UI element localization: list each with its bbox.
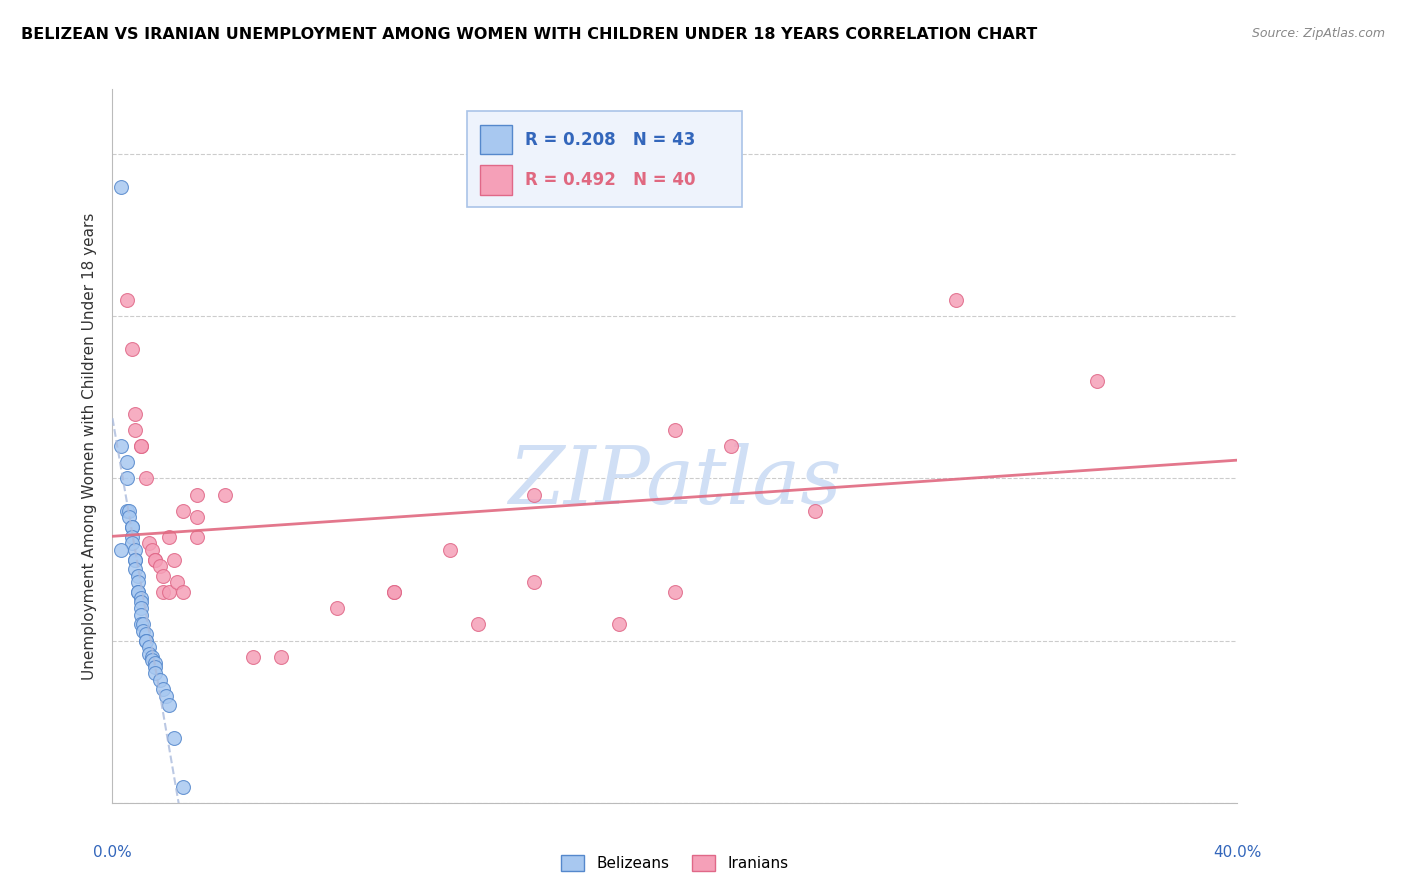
Point [804, 504, 827, 518]
Point [115, 293, 138, 307]
Point [523, 488, 546, 502]
Point [138, 647, 160, 661]
Text: 0.0%: 0.0% [93, 845, 132, 860]
Point [124, 552, 146, 566]
Point [157, 530, 180, 544]
Point [143, 552, 166, 566]
Point [135, 627, 157, 641]
Point [242, 649, 264, 664]
Point [132, 617, 155, 632]
Point [143, 552, 166, 566]
Point [124, 407, 146, 421]
Point [110, 542, 132, 557]
Point [115, 504, 138, 518]
Point [127, 585, 149, 599]
Text: R = 0.208   N = 43: R = 0.208 N = 43 [526, 130, 696, 148]
Point [186, 488, 208, 502]
Point [172, 504, 194, 518]
FancyBboxPatch shape [467, 111, 742, 207]
Point [118, 504, 141, 518]
Point [135, 633, 157, 648]
Point [129, 607, 152, 622]
Point [121, 342, 143, 356]
Point [141, 542, 163, 557]
Point [326, 601, 349, 615]
Point [163, 731, 186, 745]
Point [115, 455, 138, 469]
Point [129, 617, 152, 632]
Point [214, 488, 236, 502]
Point [141, 649, 163, 664]
Point [149, 559, 172, 574]
Point [157, 698, 180, 713]
Legend: Belizeans, Iranians: Belizeans, Iranians [555, 849, 794, 877]
Point [135, 633, 157, 648]
Point [127, 585, 149, 599]
Point [129, 601, 152, 615]
Point [186, 530, 208, 544]
Point [124, 562, 146, 576]
Point [121, 536, 143, 550]
Point [138, 536, 160, 550]
Point [115, 471, 138, 485]
Point [138, 640, 160, 654]
Point [664, 423, 686, 437]
Point [129, 595, 152, 609]
Bar [481, 125, 512, 154]
Point [945, 293, 967, 307]
Point [720, 439, 742, 453]
Text: Source: ZipAtlas.com: Source: ZipAtlas.com [1251, 27, 1385, 40]
Text: BELIZEAN VS IRANIAN UNEMPLOYMENT AMONG WOMEN WITH CHILDREN UNDER 18 YEARS CORREL: BELIZEAN VS IRANIAN UNEMPLOYMENT AMONG W… [21, 27, 1038, 42]
Point [110, 179, 132, 194]
Y-axis label: Unemployment Among Women with Children Under 18 years: Unemployment Among Women with Children U… [82, 212, 97, 680]
Point [439, 542, 461, 557]
Bar [481, 165, 512, 195]
Point [152, 568, 174, 582]
Point [124, 423, 146, 437]
Text: ZIPatlas: ZIPatlas [508, 443, 842, 520]
Point [127, 575, 149, 590]
Point [607, 617, 630, 632]
Point [523, 575, 546, 590]
Point [152, 585, 174, 599]
Point [172, 585, 194, 599]
Point [382, 585, 405, 599]
Point [110, 439, 132, 453]
Point [129, 591, 152, 606]
Point [143, 659, 166, 673]
Point [172, 780, 194, 794]
Point [152, 682, 174, 697]
Point [382, 585, 405, 599]
Point [149, 673, 172, 687]
Point [664, 585, 686, 599]
Text: R = 0.492   N = 40: R = 0.492 N = 40 [526, 171, 696, 189]
Point [121, 520, 143, 534]
Text: 40.0%: 40.0% [1213, 845, 1261, 860]
Point [143, 657, 166, 671]
Point [141, 653, 163, 667]
Point [124, 542, 146, 557]
Point [1085, 374, 1108, 388]
Point [270, 649, 292, 664]
Point [129, 439, 152, 453]
Point [143, 666, 166, 681]
Point [155, 689, 177, 703]
Point [186, 510, 208, 524]
Point [129, 439, 152, 453]
Point [124, 552, 146, 566]
Point [166, 575, 188, 590]
Point [135, 471, 157, 485]
Point [118, 510, 141, 524]
Point [157, 585, 180, 599]
Point [132, 624, 155, 638]
Point [127, 568, 149, 582]
Point [121, 520, 143, 534]
Point [121, 530, 143, 544]
Point [163, 552, 186, 566]
Point [467, 617, 489, 632]
